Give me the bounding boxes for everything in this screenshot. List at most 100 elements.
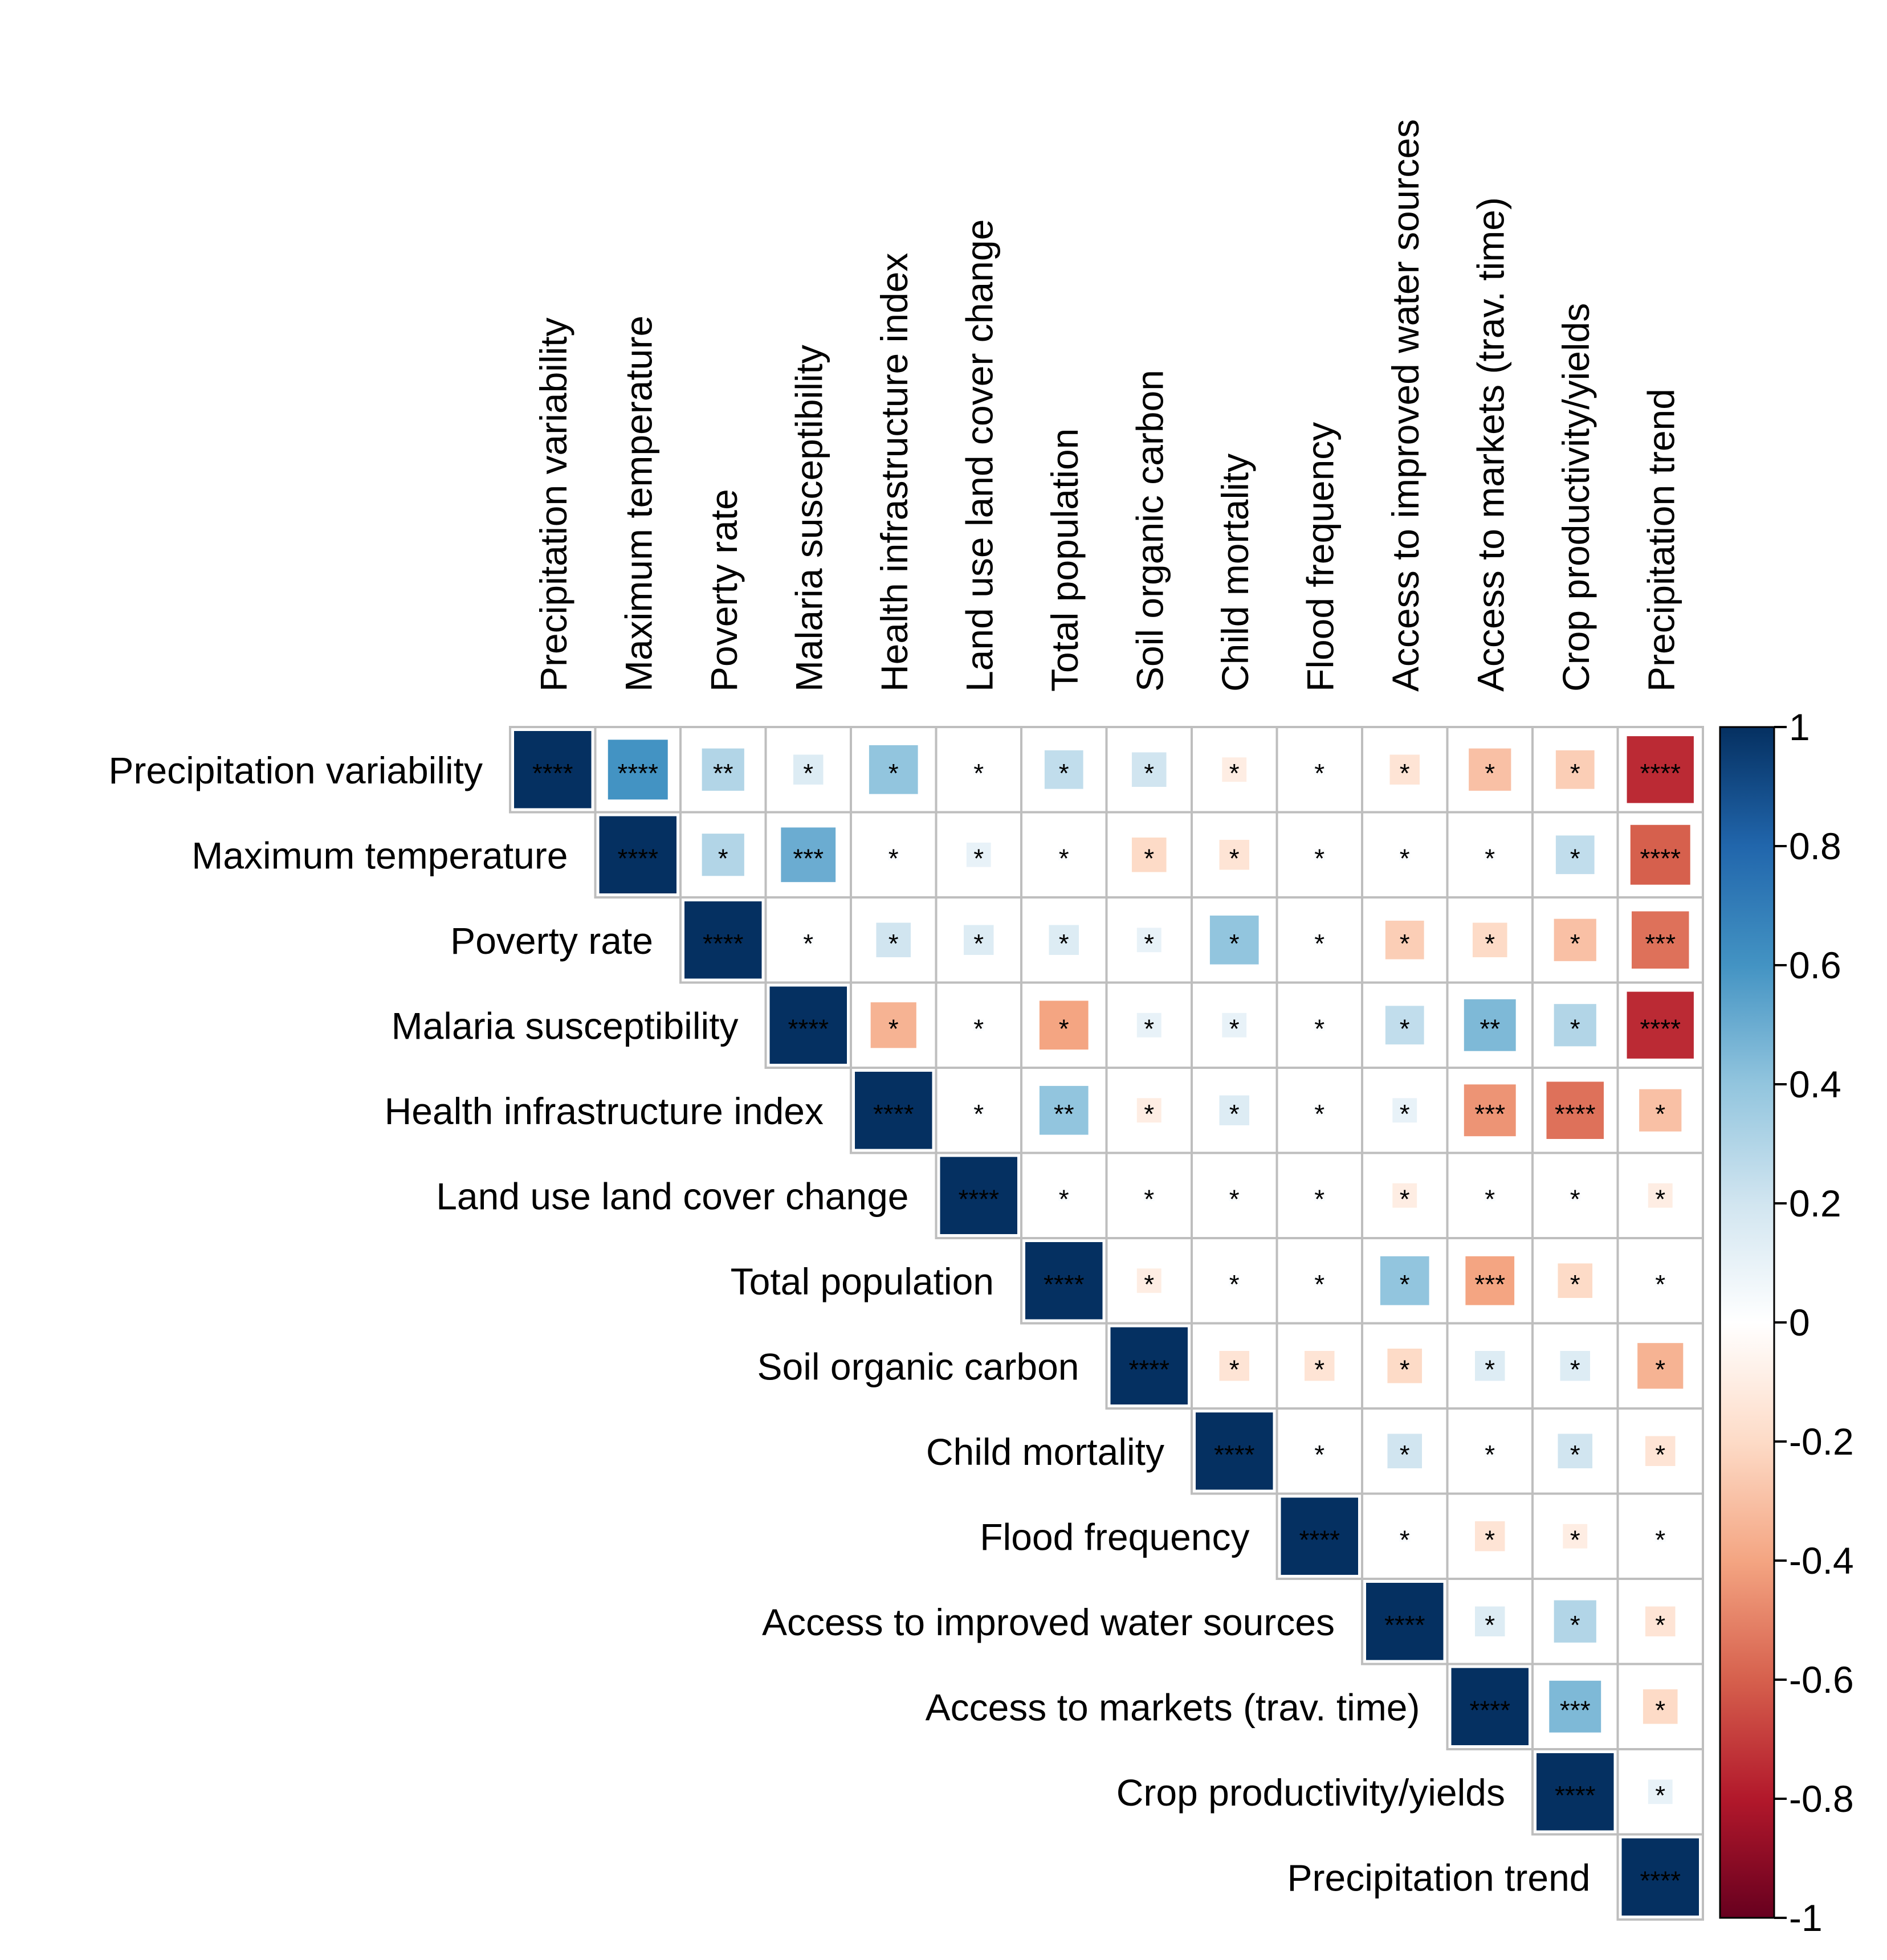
matrix-cell: * bbox=[850, 896, 938, 984]
column-label: Crop productivity/yields bbox=[1555, 303, 1597, 692]
colorbar-tick-label: -0.8 bbox=[1789, 1778, 1854, 1820]
correlation-square bbox=[870, 1002, 916, 1048]
correlation-square bbox=[1219, 1095, 1249, 1125]
significance-stars: * bbox=[1570, 1014, 1580, 1043]
correlation-square bbox=[1314, 1019, 1325, 1031]
matrix-cell: * bbox=[1531, 1152, 1619, 1239]
correlation-square bbox=[1222, 757, 1247, 782]
significance-stars: * bbox=[1485, 1354, 1495, 1384]
row-label: Land use land cover change bbox=[436, 1175, 908, 1217]
significance-stars: * bbox=[1400, 843, 1410, 873]
row-label: Maximum temperature bbox=[191, 834, 568, 876]
matrix-cell: * bbox=[1191, 896, 1278, 984]
significance-stars: * bbox=[1485, 1440, 1495, 1469]
matrix-cell: * bbox=[1275, 726, 1363, 814]
matrix-cell: * bbox=[1105, 981, 1193, 1069]
column-label: Health infrastructure index bbox=[873, 253, 915, 692]
correlation-square bbox=[1314, 1275, 1325, 1287]
significance-stars: * bbox=[1655, 1525, 1665, 1554]
correlation-square bbox=[1558, 1434, 1593, 1469]
significance-stars: * bbox=[1655, 1610, 1665, 1640]
matrix-cell: * bbox=[1191, 1152, 1278, 1239]
significance-stars: * bbox=[1570, 1354, 1580, 1384]
colorbar-tick-label: 1 bbox=[1789, 706, 1810, 748]
significance-stars: * bbox=[973, 758, 984, 788]
significance-stars: * bbox=[1229, 843, 1240, 873]
significance-stars: * bbox=[1314, 1099, 1324, 1129]
correlation-square bbox=[1570, 1190, 1581, 1201]
matrix-cell: * bbox=[1616, 1067, 1704, 1154]
matrix-cell: * bbox=[1105, 1067, 1193, 1154]
significance-stars: * bbox=[1485, 758, 1495, 788]
correlation-square bbox=[1196, 1412, 1273, 1490]
significance-stars: * bbox=[1314, 1354, 1324, 1384]
significance-stars: * bbox=[1144, 1184, 1154, 1214]
significance-stars: * bbox=[803, 758, 813, 788]
matrix-cell: *** bbox=[1616, 896, 1704, 984]
significance-stars: * bbox=[1400, 1184, 1410, 1214]
column-label: Access to markets (trav. time) bbox=[1469, 197, 1511, 692]
significance-stars: * bbox=[1229, 1099, 1240, 1129]
correlation-square bbox=[1387, 1348, 1423, 1383]
significance-stars: * bbox=[973, 1099, 984, 1129]
significance-stars: * bbox=[1485, 1184, 1495, 1214]
correlation-square bbox=[973, 764, 984, 775]
correlation-square bbox=[869, 745, 918, 794]
correlation-square bbox=[1392, 1183, 1417, 1208]
row-label: Child mortality bbox=[926, 1431, 1164, 1473]
correlation-square bbox=[1554, 1004, 1596, 1047]
matrix-cell: * bbox=[1361, 1152, 1449, 1239]
correlation-square bbox=[1314, 849, 1325, 860]
matrix-cell: **** bbox=[509, 726, 597, 814]
matrix-cell: * bbox=[1275, 1237, 1363, 1325]
correlation-square bbox=[1229, 1190, 1240, 1201]
correlation-square bbox=[1475, 1606, 1505, 1636]
matrix-cell: * bbox=[764, 896, 852, 984]
correlation-square bbox=[608, 740, 668, 800]
correlation-square bbox=[1555, 835, 1595, 875]
correlation-square bbox=[1464, 999, 1516, 1051]
significance-stars: **** bbox=[788, 1014, 829, 1043]
row-label: Total population bbox=[731, 1260, 994, 1302]
correlation-square bbox=[1630, 824, 1690, 885]
correlation-square bbox=[966, 842, 991, 867]
significance-stars: **** bbox=[1640, 1865, 1681, 1895]
significance-stars: * bbox=[1655, 1184, 1665, 1214]
matrix-cell: * bbox=[1191, 981, 1278, 1069]
correlation-square bbox=[1484, 1446, 1495, 1457]
significance-stars: * bbox=[889, 929, 899, 958]
correlation-square bbox=[1058, 849, 1070, 860]
matrix-cell: * bbox=[1191, 726, 1278, 814]
column-label: Poverty rate bbox=[703, 489, 745, 692]
correlation-square bbox=[1484, 1190, 1495, 1201]
correlation-square bbox=[1392, 1098, 1417, 1123]
significance-stars: * bbox=[1485, 1610, 1495, 1640]
colorbar-tick-label: -0.2 bbox=[1789, 1420, 1854, 1463]
correlation-square bbox=[1654, 1530, 1666, 1542]
significance-stars: *** bbox=[1474, 1269, 1505, 1299]
matrix-cell: * bbox=[1446, 726, 1534, 814]
significance-stars: * bbox=[1570, 929, 1580, 958]
significance-stars: * bbox=[1059, 929, 1069, 958]
significance-stars: * bbox=[1655, 1695, 1665, 1725]
column-label: Precipitation variability bbox=[532, 317, 574, 692]
significance-stars: **** bbox=[1469, 1695, 1510, 1725]
matrix-cell: *** bbox=[1531, 1663, 1619, 1750]
significance-stars: * bbox=[1229, 758, 1240, 788]
correlation-square bbox=[1627, 991, 1694, 1059]
matrix-cell: *** bbox=[764, 811, 852, 899]
significance-stars: * bbox=[1655, 1781, 1665, 1810]
significance-stars: * bbox=[1314, 1440, 1324, 1469]
correlation-square bbox=[1143, 1190, 1155, 1201]
column-label: Total population bbox=[1044, 428, 1086, 692]
matrix-cell: **** bbox=[1616, 811, 1704, 899]
correlation-square bbox=[1136, 1098, 1161, 1123]
row-label: Flood frequency bbox=[980, 1516, 1249, 1558]
significance-stars: * bbox=[1400, 1099, 1410, 1129]
correlation-square bbox=[1387, 1434, 1423, 1469]
matrix-cell: * bbox=[1361, 1407, 1449, 1495]
matrix-cell: **** bbox=[594, 811, 682, 899]
significance-stars: * bbox=[1229, 1354, 1240, 1384]
correlation-square bbox=[1472, 922, 1507, 958]
